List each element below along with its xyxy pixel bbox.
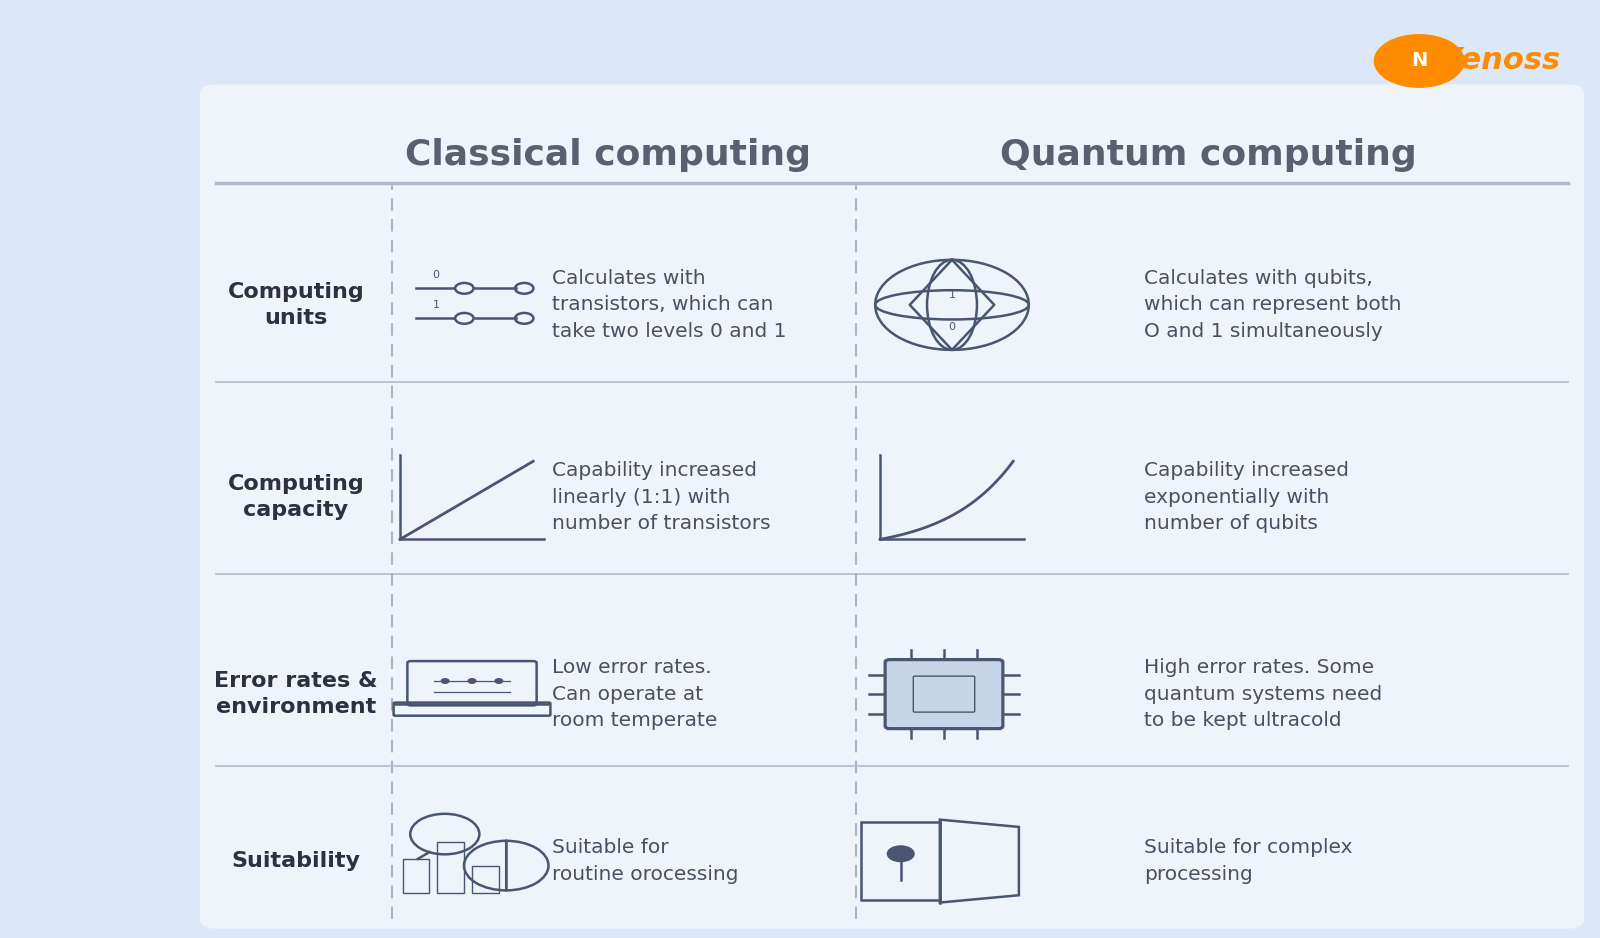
Bar bbox=[403, 859, 429, 893]
Text: Suitable for
routine orocessing: Suitable for routine orocessing bbox=[552, 839, 739, 884]
Bar bbox=[437, 842, 464, 893]
Circle shape bbox=[1374, 35, 1464, 87]
Text: N: N bbox=[1411, 52, 1427, 70]
Text: Xenoss: Xenoss bbox=[1440, 47, 1562, 75]
Text: Quantum computing: Quantum computing bbox=[1000, 138, 1416, 172]
Text: Calculates with
transistors, which can
take two levels 0 and 1: Calculates with transistors, which can t… bbox=[552, 269, 787, 340]
Text: Suitable for complex
processing: Suitable for complex processing bbox=[1144, 839, 1352, 884]
Circle shape bbox=[469, 679, 475, 683]
Text: Capability increased
linearly (1:1) with
number of transistors: Capability increased linearly (1:1) with… bbox=[552, 461, 771, 533]
Text: Calculates with qubits,
which can represent both
O and 1 simultaneously: Calculates with qubits, which can repres… bbox=[1144, 269, 1402, 340]
Text: 0: 0 bbox=[432, 270, 440, 280]
Text: Error rates &
environment: Error rates & environment bbox=[214, 671, 378, 718]
Text: Suitability: Suitability bbox=[232, 851, 360, 871]
Text: 1: 1 bbox=[949, 290, 955, 300]
Text: 0: 0 bbox=[949, 323, 955, 332]
Circle shape bbox=[494, 679, 502, 683]
Text: Low error rates.
Can operate at
room temperate: Low error rates. Can operate at room tem… bbox=[552, 658, 717, 730]
Circle shape bbox=[888, 846, 914, 862]
Bar bbox=[472, 866, 499, 893]
Text: 1: 1 bbox=[432, 300, 440, 310]
Text: Capability increased
exponentially with
number of qubits: Capability increased exponentially with … bbox=[1144, 461, 1349, 533]
Text: Computing
capacity: Computing capacity bbox=[227, 474, 365, 521]
Circle shape bbox=[442, 679, 450, 683]
Text: Computing
units: Computing units bbox=[227, 281, 365, 328]
FancyBboxPatch shape bbox=[885, 659, 1003, 729]
Text: Classical computing: Classical computing bbox=[405, 138, 811, 172]
FancyBboxPatch shape bbox=[200, 84, 1584, 929]
Text: High error rates. Some
quantum systems need
to be kept ultracold: High error rates. Some quantum systems n… bbox=[1144, 658, 1382, 730]
